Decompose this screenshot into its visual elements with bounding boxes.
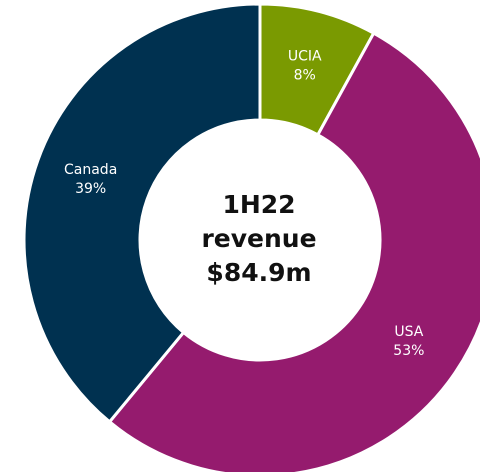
slices [22,2,480,472]
slice [107,31,480,472]
slice-value: 39% [75,181,106,197]
slice [22,2,262,424]
slice-value: 8% [294,68,316,84]
center-label: revenue [201,224,316,253]
center-label: $84.9m [206,258,311,287]
slice-name: Canada [64,162,117,178]
center-hole [141,121,379,359]
center-label: 1H22 [222,190,295,219]
labels: UCIA 8% USA 53% Canada 39% [64,49,424,360]
slice-value: 53% [393,343,424,359]
slice-name: UCIA [288,49,322,65]
slice-name: USA [394,324,423,340]
